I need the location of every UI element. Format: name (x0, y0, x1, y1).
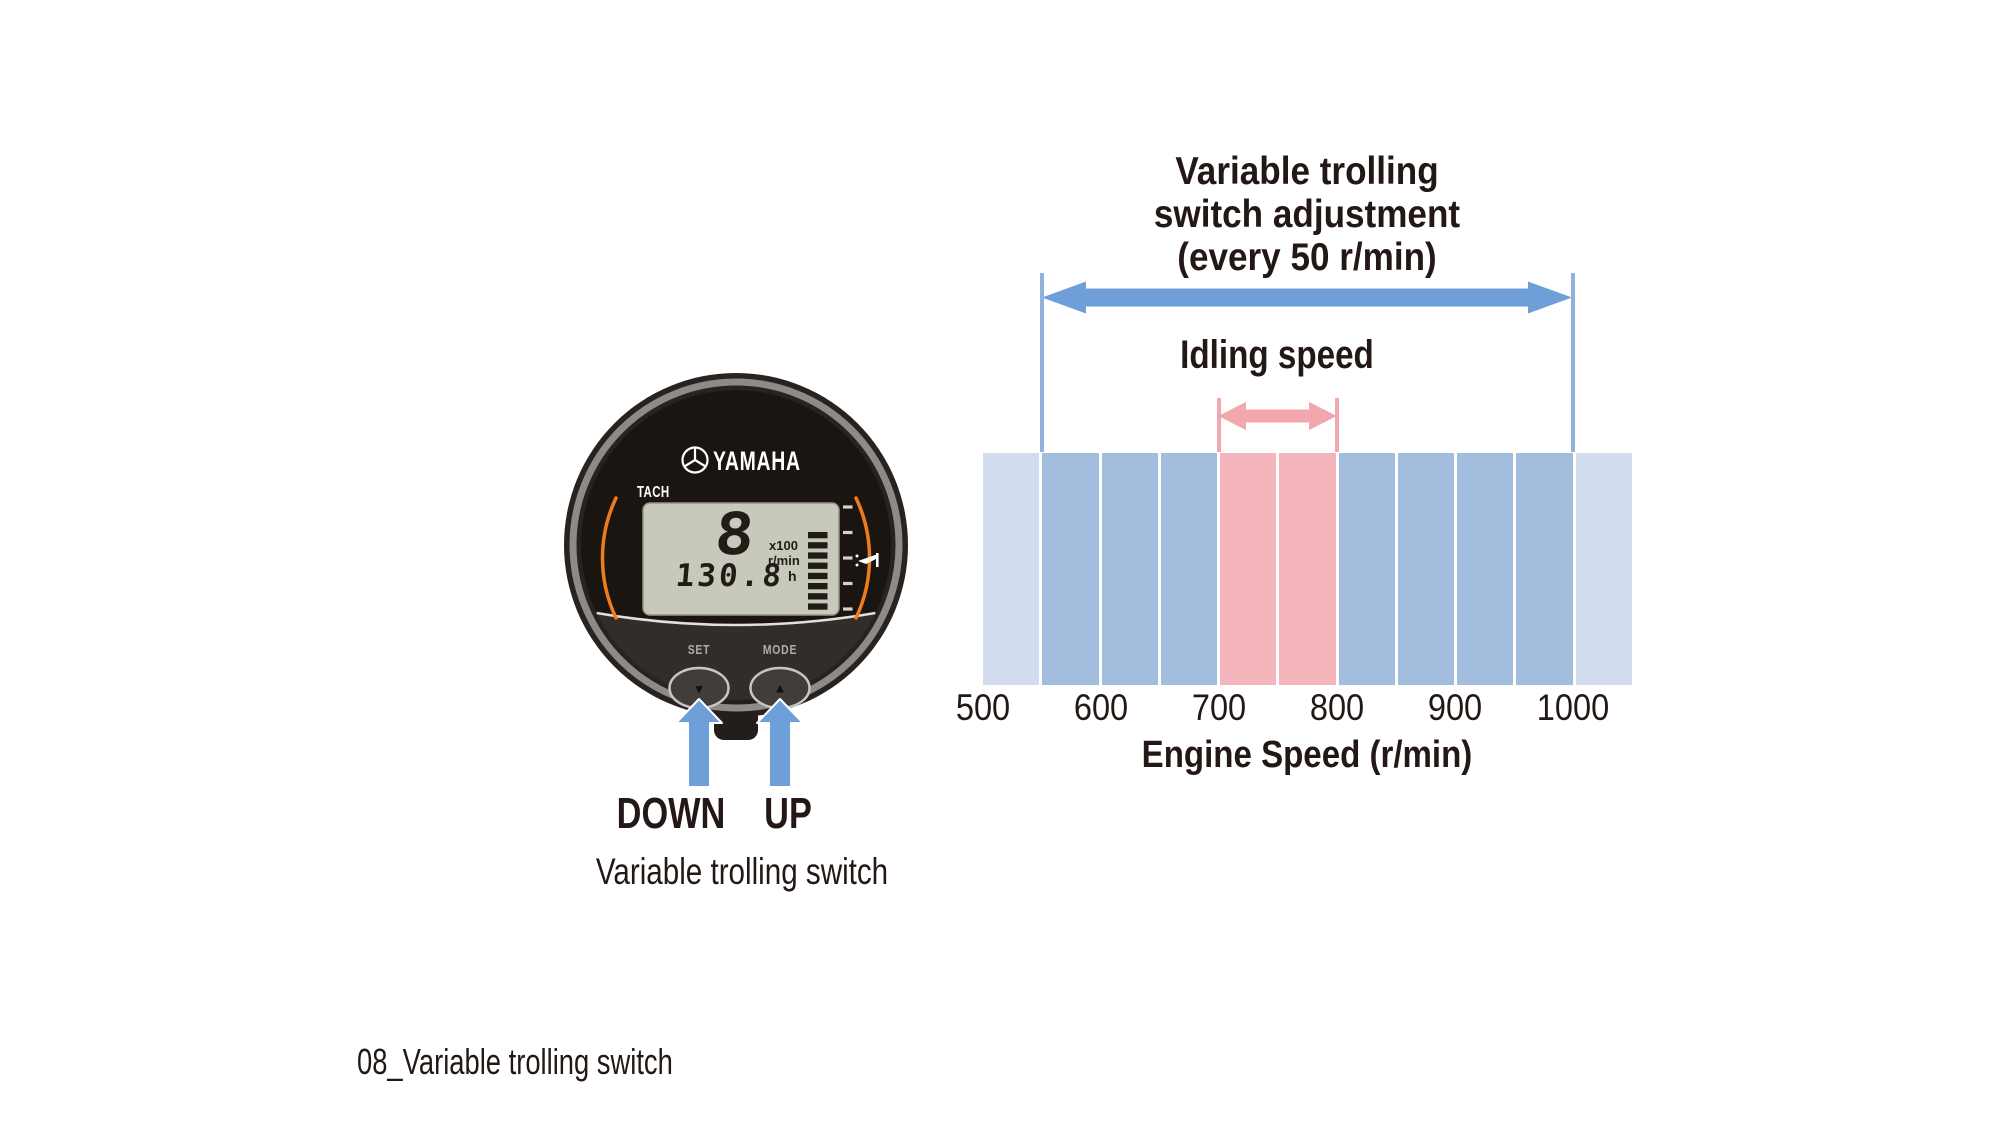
bar-segment (1397, 453, 1455, 685)
tick-label-500: 500 (955, 687, 1011, 728)
lcd-bar-graph (808, 532, 828, 610)
footer-caption: 08_Variable trolling switch (357, 1041, 673, 1082)
mode-button-label: MODE (763, 643, 797, 657)
mode-button: ▲ (749, 666, 811, 710)
lcd-scale-ticks (843, 505, 853, 611)
tick-label-900: 900 (1427, 687, 1483, 728)
tick-label-700: 700 (1191, 687, 1247, 728)
diagram-title-line-3: (every 50 r/min) (1177, 236, 1437, 279)
bar-segment (1516, 453, 1573, 685)
up-label: UP (764, 789, 812, 838)
axis-title: Engine Speed (r/min) (1141, 734, 1473, 776)
diagram-title: Variable trolling switch adjustment (eve… (1082, 150, 1532, 279)
bar-segment (983, 453, 1040, 685)
left-accent-arc (600, 496, 618, 620)
tick-label-600: 600 (1073, 687, 1129, 728)
diagram-title-line-1: Variable trolling (1175, 150, 1439, 193)
lcd-hours-value: 130.8 (674, 558, 785, 594)
idling-range-right-line (1335, 398, 1339, 452)
set-button-glyph: ▼ (693, 682, 706, 697)
bar-segment (1279, 453, 1336, 685)
gauge-face-divider (596, 611, 876, 627)
idling-range-arrow-icon (1218, 402, 1337, 430)
bar-segment (1220, 453, 1277, 685)
bar-segment (1101, 453, 1158, 685)
gauge-caption: Variable trolling switch (595, 851, 889, 892)
lcd-rpm-value: 8 (712, 500, 756, 568)
tick-label-1000: 1000 (1536, 687, 1610, 728)
adjustment-range-left-line (1040, 273, 1044, 452)
bar-segment (1160, 453, 1218, 685)
idling-range-left-line (1217, 398, 1221, 452)
engine-speed-bar (983, 453, 1632, 685)
set-button-label: SET (688, 643, 711, 657)
bar-segment (1457, 453, 1514, 685)
down-pointer-arrow-icon (675, 698, 723, 788)
yamaha-logo-icon (681, 446, 709, 474)
down-label: DOWN (616, 789, 726, 838)
diagram-title-line-2: switch adjustment (1153, 193, 1461, 236)
up-pointer-arrow-icon (756, 698, 804, 788)
lcd-hours-unit: h (788, 568, 797, 584)
mode-button-glyph: ▲ (774, 681, 787, 696)
trim-indicator-icon (855, 553, 879, 567)
tachometer-gauge: YAMAHA TACH 8 x100 r/min 130.8 h SET MOD… (564, 373, 908, 788)
brand-wordmark: YAMAHA (713, 446, 801, 476)
tick-label-800: 800 (1309, 687, 1365, 728)
gauge-ring (569, 378, 903, 712)
adjustment-range-arrow-icon (1042, 281, 1572, 314)
adjustment-range-right-line (1571, 273, 1575, 452)
lcd-rpm-unit: r/min (768, 553, 800, 568)
tach-label: TACH (637, 482, 670, 500)
bar-segment (1338, 453, 1395, 685)
bar-segment (1042, 453, 1099, 685)
idling-speed-label: Idling speed (1180, 333, 1374, 377)
lcd-rpm-multiplier: x100 (769, 538, 798, 553)
bar-segment (1575, 453, 1632, 685)
lcd-screen (642, 502, 840, 616)
